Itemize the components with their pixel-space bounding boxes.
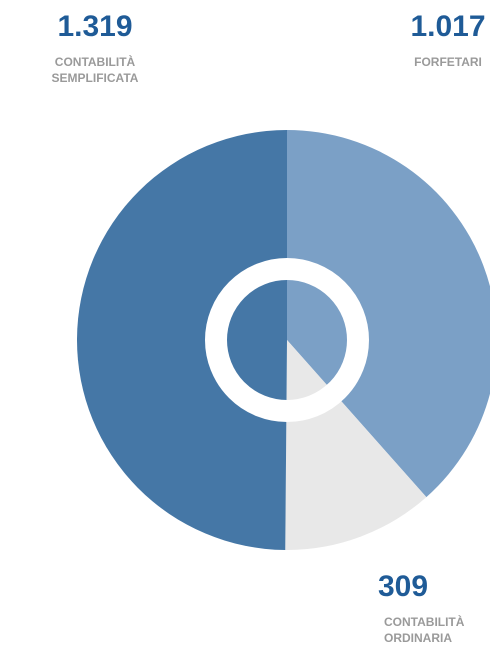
slice-label: 309 CONTABILITÀ ORDINARIA: [378, 570, 488, 646]
center-ring: [205, 258, 369, 422]
value-label: 309: [378, 570, 429, 603]
value-label: 1.017: [410, 10, 486, 43]
value-label: 1.319: [57, 10, 133, 43]
slice-label: 1.319 CONTABILITÀ SEMPLIFICATA: [25, 10, 165, 86]
category-label: CONTABILITÀ SEMPLIFICATA: [51, 55, 139, 85]
category-label: CONTABILITÀ ORDINARIA: [384, 615, 465, 645]
slice-label: 1.017 FORFETARI: [388, 10, 490, 70]
pie-slice: [287, 130, 490, 498]
category-label: FORFETARI: [414, 55, 482, 69]
pie-slice: [77, 130, 288, 550]
